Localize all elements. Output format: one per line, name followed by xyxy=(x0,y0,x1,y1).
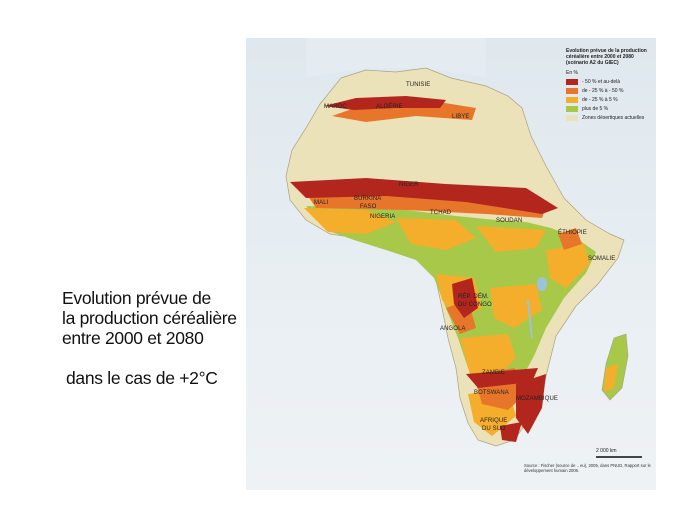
label-faso: FASO xyxy=(360,204,377,210)
label-burkina: BURKINA xyxy=(354,196,381,202)
map-legend: Evolution prévue de la production céréal… xyxy=(566,48,652,121)
caption-line-2: la production céréalière xyxy=(62,308,237,328)
map-source: Source : Fischer (source de .. eu), 2005… xyxy=(524,463,651,473)
legend-swatch xyxy=(566,79,578,85)
legend-item: de - 25 % à - 50 % xyxy=(566,88,652,94)
label-zambie: ZAMBIE xyxy=(482,370,505,376)
label-mozambique: MOZAMBIQUE xyxy=(516,396,558,402)
severe-loss-zones xyxy=(290,96,558,442)
legend-item: Zones désertiques actuelles xyxy=(566,115,652,121)
legend-item: - 50 % et au-delà xyxy=(566,79,652,85)
legend-item: de - 25 % à 5 % xyxy=(566,97,652,103)
scale-line xyxy=(596,456,642,458)
label-rdc-2: DU CONGO xyxy=(458,302,492,308)
map-graphic: TUNISIE MAROC ALGÉRIE LIBYE NIGER MALI B… xyxy=(285,38,629,447)
legend-swatch xyxy=(566,106,578,112)
legend-title: Evolution prévue de la production céréal… xyxy=(566,48,647,66)
caption-line-3: entre 2000 et 2080 xyxy=(62,328,204,348)
label-algerie: ALGÉRIE xyxy=(376,103,403,110)
label-tchad: TCHAD xyxy=(430,210,452,216)
africa-map: TUNISIE MAROC ALGÉRIE LIBYE NIGER MALI B… xyxy=(246,38,656,490)
label-nigeria: NIGERIA xyxy=(370,214,395,220)
caption-line-1: Evolution prévue de xyxy=(62,288,211,308)
scale-label: 2 000 km xyxy=(596,448,617,454)
label-ethiopie: ÉTHIOPIE xyxy=(558,229,587,236)
legend-swatch xyxy=(566,88,578,94)
legend-label: - 50 % et au-delà xyxy=(582,79,621,85)
label-niger: NIGER xyxy=(399,182,419,188)
caption-scenario: dans le cas de +2°C xyxy=(66,368,218,388)
label-botswana: BOTSWANA xyxy=(474,390,509,396)
legend-label: plus de 5 % xyxy=(582,106,609,112)
legend-label: de - 25 % à - 50 % xyxy=(582,88,624,94)
lake-tanganyika xyxy=(527,299,533,339)
label-rdc-1: RÉP. DÉM. xyxy=(458,293,489,300)
label-maroc: MAROC xyxy=(324,104,347,110)
legend-items: - 50 % et au-delà de - 25 % à - 50 % de - … xyxy=(566,79,652,121)
lake-victoria xyxy=(537,277,547,291)
legend-swatch xyxy=(566,115,578,121)
label-tunisie: TUNISIE xyxy=(406,82,430,88)
slide-caption: Evolution prévue de la production céréal… xyxy=(62,288,302,388)
label-libye: LIBYE xyxy=(452,114,470,120)
label-somalie: SOMALIE xyxy=(588,256,615,262)
label-afrique-du-sud-2: DU SUD xyxy=(482,426,506,432)
legend-swatch xyxy=(566,97,578,103)
legend-item: plus de 5 % xyxy=(566,106,652,112)
label-angola: ANGOLA xyxy=(440,326,466,332)
sea-area xyxy=(306,38,486,78)
legend-unit: En % xyxy=(566,70,578,76)
label-afrique-du-sud-1: AFRIQUE xyxy=(480,418,507,424)
label-mali: MALI xyxy=(314,200,329,206)
legend-label: de - 25 % à 5 % xyxy=(582,97,618,103)
scale-bar: 2 000 km xyxy=(596,448,642,458)
legend-label: Zones désertiques actuelles xyxy=(582,115,645,121)
label-soudan: SOUDAN xyxy=(496,218,522,224)
